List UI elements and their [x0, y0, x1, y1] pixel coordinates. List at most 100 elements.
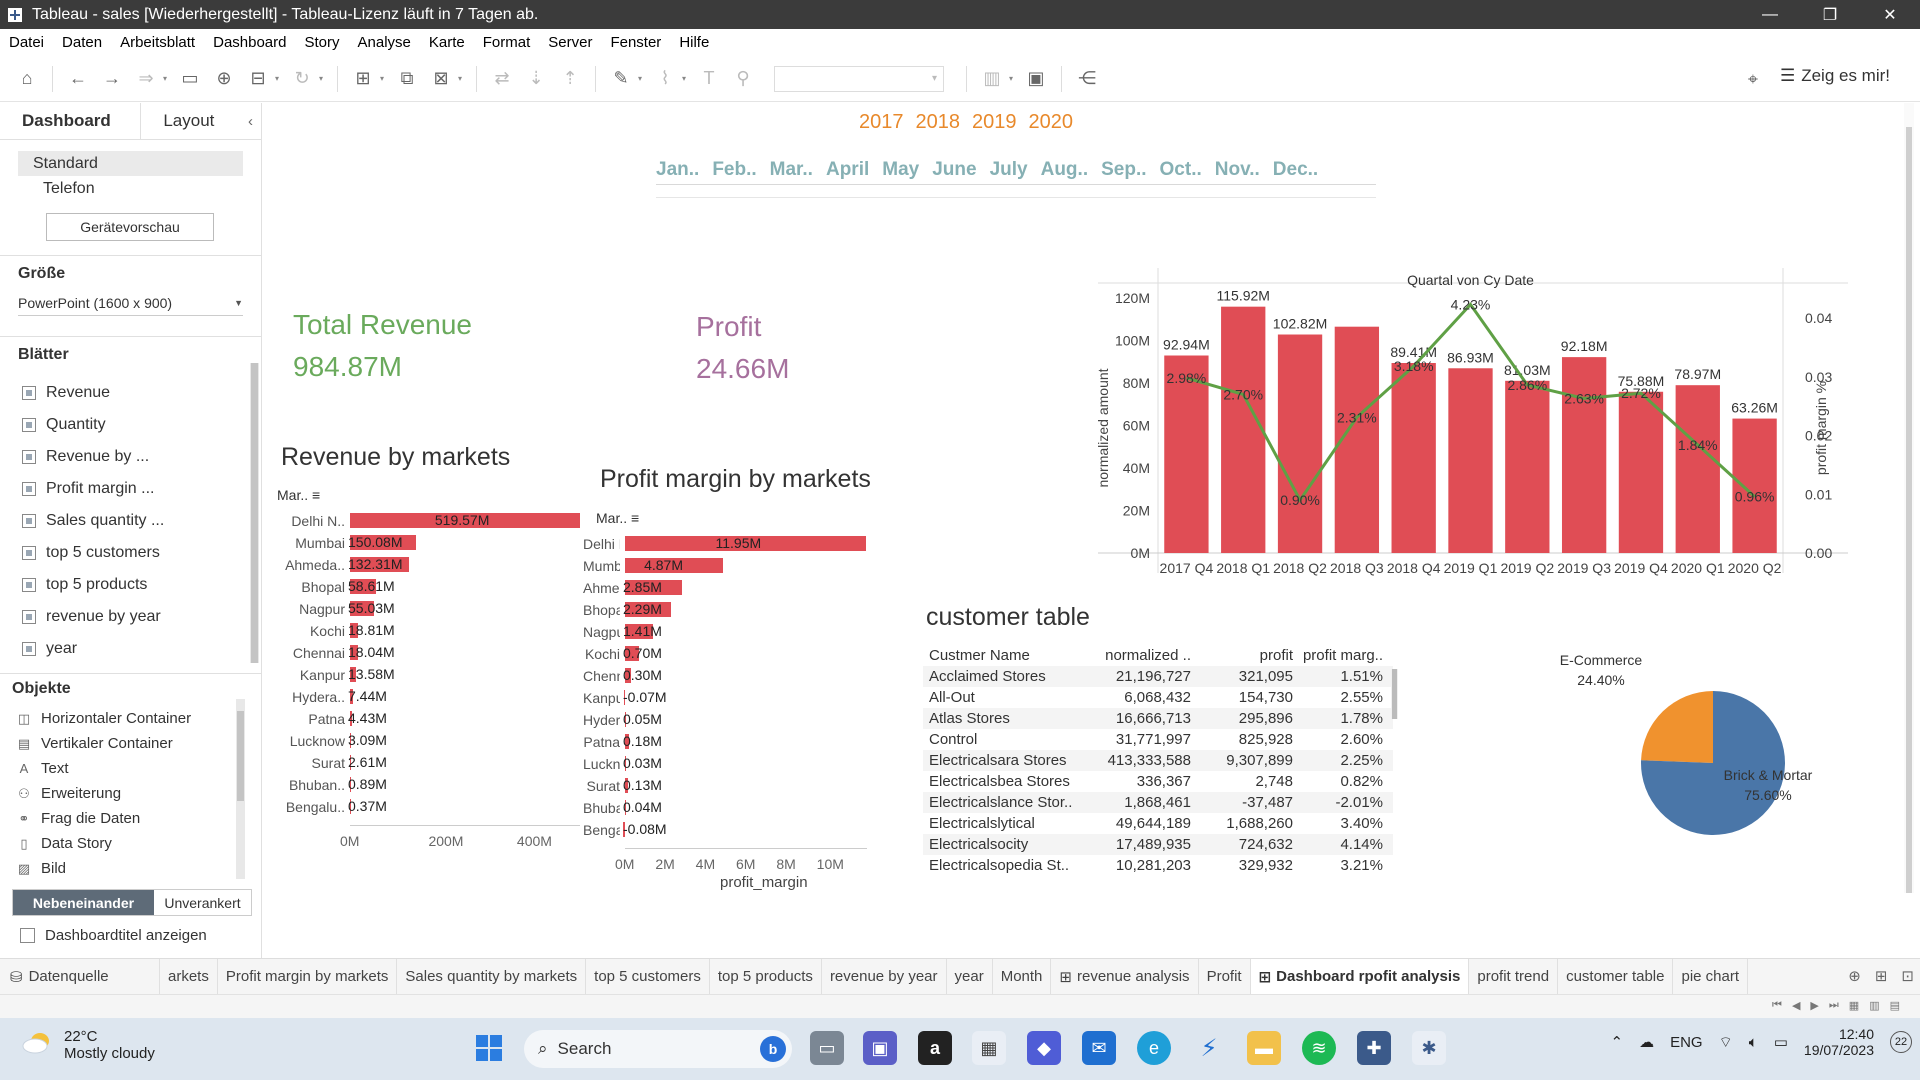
table-row[interactable]: Acclaimed Stores 21,196,727 321,095 1.51%	[923, 666, 1393, 687]
month-nov[interactable]: Nov..	[1214, 159, 1260, 180]
tab-revenue-analysis[interactable]: ⊞ revenue analysis	[1051, 958, 1199, 995]
pin-toolbar-icon[interactable]: ⌖	[1747, 68, 1759, 89]
object-data-story[interactable]: ▯ Data Story	[0, 831, 261, 856]
tab-pie-chart[interactable]: pie chart	[1673, 958, 1749, 995]
month-apr[interactable]: April	[825, 159, 870, 180]
market-column-header[interactable]: Mar.. ≡	[277, 487, 320, 503]
windows-start-icon[interactable]	[472, 1031, 506, 1065]
market-bar[interactable]	[625, 646, 640, 661]
market-bar[interactable]	[350, 513, 580, 528]
table-row[interactable]: Electricalslytical 49,644,189 1,688,260 3.4…	[923, 813, 1393, 834]
swap-icon[interactable]: ⇄	[494, 68, 510, 88]
new-worksheet-icon[interactable]: ⊕	[1848, 968, 1861, 985]
sheet-item-sales-quantity[interactable]: Sales quantity ...	[0, 505, 261, 537]
quarterly-combo-chart[interactable]: Quartal von Cy Date 0M 20M 40M 60M 80M 100M 120…	[1008, 203, 1848, 603]
minimize-button[interactable]: —	[1762, 5, 1778, 23]
clock[interactable]: 12:40 19/07/2023	[1804, 1026, 1874, 1058]
highlight-icon[interactable]: ✎	[613, 68, 629, 88]
show-me-button[interactable]: ☰ Zeig es mir!	[1780, 66, 1890, 86]
menu-karte[interactable]: Karte	[428, 34, 465, 51]
month-dec[interactable]: Dec..	[1272, 159, 1319, 180]
scrollbar-thumb[interactable]	[237, 711, 244, 801]
tab-year[interactable]: year	[947, 958, 993, 995]
month-jan[interactable]: Jan..	[656, 159, 700, 180]
market-bar[interactable]	[350, 579, 376, 594]
object-vertical-container[interactable]: ▤ Vertikaler Container	[0, 731, 261, 756]
share-icon[interactable]: ⋲	[1078, 68, 1096, 88]
market-bar[interactable]	[625, 800, 626, 815]
replay-icon[interactable]: ⇒	[138, 68, 154, 88]
market-bar[interactable]	[625, 624, 654, 639]
menu-analyse[interactable]: Analyse	[357, 34, 411, 51]
chevron-down-icon[interactable]: ▾	[1009, 74, 1014, 83]
tab-revenue-by-year[interactable]: revenue by year	[822, 958, 947, 995]
teams-icon[interactable]: ▣	[863, 1031, 897, 1065]
sales-channel-pie-chart[interactable]: E-Commerce 24.40% Brick & Mortar 75.60%	[1513, 648, 1843, 908]
sheet-item-revenue-by[interactable]: Revenue by ...	[0, 441, 261, 473]
market-bar[interactable]	[350, 623, 359, 638]
menu-arbeitsblatt[interactable]: Arbeitsblatt	[120, 34, 196, 51]
table-row[interactable]: Electricalsopedia St.. 10,281,203 329,932 3…	[923, 855, 1393, 876]
object-horizontal-container[interactable]: ◫ Horizontaler Container	[0, 706, 261, 731]
sheet-sorter-icon[interactable]: ▦	[1848, 1000, 1860, 1012]
language-indicator[interactable]: ENG	[1670, 1033, 1703, 1051]
new-sheet-icon[interactable]: ⊞	[355, 68, 371, 88]
chevron-up-icon[interactable]: ⌃	[1610, 1034, 1624, 1051]
show-title-checkbox[interactable]	[20, 928, 35, 943]
label-icon[interactable]: T	[703, 68, 715, 88]
month-oct[interactable]: Oct..	[1159, 159, 1202, 180]
menu-server[interactable]: Server	[548, 34, 593, 51]
object-ask-data[interactable]: ⚭ Frag die Daten	[0, 806, 261, 831]
market-bar[interactable]	[625, 668, 632, 683]
year-2019[interactable]: 2019	[972, 111, 1017, 133]
object-extension[interactable]: ⚇ Erweiterung	[0, 781, 261, 806]
sort-icon[interactable]: ≡	[631, 510, 640, 526]
market-bar[interactable]	[625, 558, 724, 573]
device-preview-button[interactable]: Gerätevorschau	[46, 213, 214, 241]
tab-profit-margin-by-markets[interactable]: Profit margin by markets	[218, 958, 398, 995]
market-bar[interactable]	[625, 712, 626, 727]
tab-layout[interactable]: Layout	[141, 103, 248, 139]
power-automate-icon[interactable]: ⚡	[1192, 1031, 1226, 1065]
show-cards-icon[interactable]: ▥	[983, 68, 1001, 88]
pin-icon[interactable]: ⚲	[736, 68, 750, 88]
market-bar[interactable]	[350, 645, 358, 660]
sheet-item-revenue-by-year[interactable]: revenue by year	[0, 601, 261, 633]
wifi-icon[interactable]: ⌔	[1718, 1033, 1733, 1051]
market-bar[interactable]	[625, 734, 629, 749]
next-sheet-icon[interactable]: ▶	[1810, 1000, 1819, 1012]
chevron-down-icon[interactable]: ▾	[275, 74, 280, 83]
tab-profit[interactable]: Profit	[1199, 958, 1251, 995]
header-profit[interactable]: profit	[1259, 647, 1293, 664]
chevron-down-icon[interactable]: ▾	[319, 74, 324, 83]
table-scrollbar[interactable]	[1391, 669, 1398, 719]
canvas-scrollbar[interactable]	[1904, 103, 1914, 893]
weather-widget[interactable]: 22°C Mostly cloudy	[20, 1028, 155, 1062]
clear-sheet-icon[interactable]: ⊠	[433, 68, 449, 88]
last-sheet-icon[interactable]: ⏭	[1828, 999, 1839, 1011]
tab-customer-table[interactable]: customer table	[1558, 958, 1674, 995]
market-bar[interactable]	[350, 733, 352, 748]
table-row[interactable]: Control 31,771,997 825,928 2.60%	[923, 729, 1393, 750]
tab-markets[interactable]: arkets	[160, 958, 218, 995]
tab-month[interactable]: Month	[993, 958, 1052, 995]
edge-icon[interactable]: e	[1137, 1031, 1171, 1065]
onedrive-icon[interactable]: ☁	[1639, 1034, 1655, 1051]
home-icon[interactable]: ⌂	[21, 68, 33, 88]
month-jun[interactable]: June	[932, 159, 977, 180]
menu-story[interactable]: Story	[304, 34, 340, 51]
market-bar[interactable]	[625, 580, 683, 595]
sort-icon[interactable]: ≡	[312, 487, 321, 503]
duplicate-icon[interactable]: ⧉	[400, 68, 414, 88]
market-bar[interactable]	[625, 602, 672, 617]
table-row[interactable]: Electricalsocity 17,489,935 724,632 4.14%	[923, 834, 1393, 855]
size-select[interactable]: PowerPoint (1600 x 900) ▼	[18, 290, 243, 316]
presentation-icon[interactable]: ▣	[1027, 68, 1045, 88]
sheet-item-profit-margin[interactable]: Profit margin ...	[0, 473, 261, 505]
market-bar[interactable]	[350, 711, 352, 726]
header-profit-margin[interactable]: profit marg..	[1302, 647, 1383, 664]
store-icon[interactable]: ▦	[972, 1031, 1006, 1065]
show-title-row[interactable]: Dashboardtitel anzeigen	[20, 927, 207, 944]
floating-button[interactable]: Unverankert	[164, 894, 241, 911]
chevron-down-icon[interactable]: ▾	[163, 74, 168, 83]
